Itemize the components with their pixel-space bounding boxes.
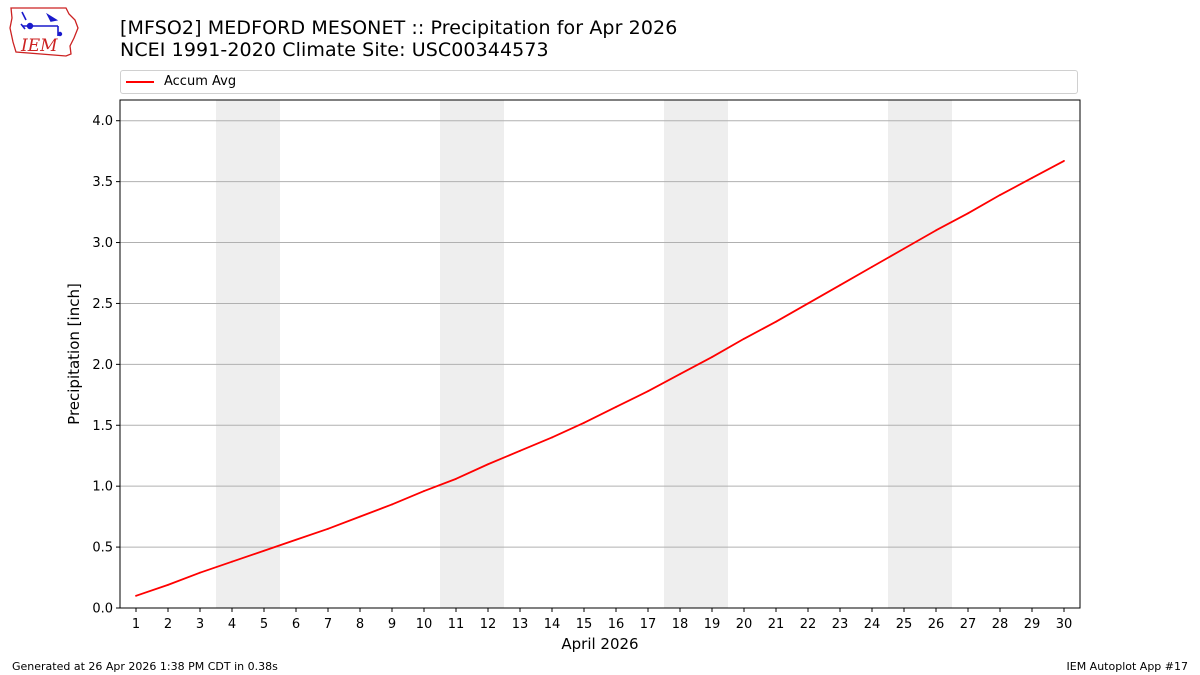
x-tick-label: 13 <box>512 617 529 632</box>
data-point <box>551 436 553 439</box>
data-point <box>935 229 937 232</box>
data-point <box>775 320 777 323</box>
x-tick-label: 16 <box>608 617 625 632</box>
y-tick-label: 2.5 <box>92 297 113 312</box>
weekend-band <box>248 100 280 608</box>
legend: Accum Avg <box>120 70 1078 94</box>
x-tick-label: 29 <box>1024 617 1041 632</box>
weekend-band <box>920 100 952 608</box>
x-tick-label: 10 <box>416 617 433 632</box>
data-point <box>487 463 489 466</box>
y-tick-label: 1.0 <box>92 480 113 495</box>
data-point <box>807 302 809 305</box>
y-tick-label: 0.0 <box>92 602 113 617</box>
x-tick-label: 27 <box>960 617 977 632</box>
data-point <box>583 421 585 424</box>
data-point <box>1031 177 1033 179</box>
y-tick-label: 3.5 <box>92 175 113 190</box>
plot-frame <box>119 99 1081 609</box>
data-point <box>167 583 169 586</box>
data-point <box>455 477 457 480</box>
x-tick-label: 17 <box>640 617 657 632</box>
weekend-band <box>472 100 504 608</box>
x-tick-label: 5 <box>260 617 268 632</box>
data-point <box>967 212 969 215</box>
x-tick-label: 2 <box>164 617 172 632</box>
data-point <box>1063 160 1065 162</box>
data-point <box>615 406 617 408</box>
x-tick-label: 1 <box>132 617 140 632</box>
y-tick-label: 0.5 <box>92 541 113 556</box>
y-axis-label: Precipitation [inch] <box>65 283 83 425</box>
y-tick-label: 2.0 <box>92 358 113 373</box>
x-tick-label: 21 <box>768 617 785 632</box>
x-axis-label: April 2026 <box>561 635 638 653</box>
data-point <box>263 549 265 552</box>
x-tick-label: 8 <box>356 617 364 632</box>
weekend-band <box>664 100 696 608</box>
x-tick-label: 9 <box>388 617 396 632</box>
x-tick-label: 7 <box>324 617 332 632</box>
data-point <box>999 194 1001 196</box>
data-point <box>423 490 425 492</box>
x-tick-label: 15 <box>576 617 593 632</box>
y-tick-label: 1.5 <box>92 419 113 434</box>
iem-logo: IEM <box>9 7 79 57</box>
x-tick-label: 12 <box>480 617 497 632</box>
weather-station-icon <box>20 11 63 37</box>
data-point <box>711 356 713 358</box>
data-point <box>359 515 361 518</box>
x-tick-label: 26 <box>928 617 945 632</box>
series-line-accum-avg <box>135 160 1065 597</box>
x-tick-label: 25 <box>896 617 913 632</box>
data-point <box>743 337 745 340</box>
x-tick-label: 14 <box>544 617 561 632</box>
x-tick-label: 22 <box>800 617 817 632</box>
legend-swatch-accum-avg <box>126 81 154 83</box>
weekend-band <box>216 100 248 608</box>
y-tick-label: 4.0 <box>92 114 113 129</box>
x-tick-label: 24 <box>864 617 881 632</box>
x-tick-label: 23 <box>832 617 849 632</box>
data-point <box>839 284 841 287</box>
data-point <box>871 265 873 268</box>
y-tick-label: 3.0 <box>92 236 113 251</box>
data-point <box>199 571 201 574</box>
data-point <box>135 594 137 597</box>
data-point <box>295 538 297 541</box>
app-credit: IEM Autoplot App #17 <box>1066 660 1189 673</box>
chart-subtitle: NCEI 1991-2020 Climate Site: USC00344573 <box>120 39 549 61</box>
data-point <box>231 560 233 563</box>
x-tick-label: 19 <box>704 617 721 632</box>
x-tick-label: 3 <box>196 617 204 632</box>
data-point <box>391 503 393 506</box>
chart-title: [MFSO2] MEDFORD MESONET :: Precipitation… <box>120 17 678 39</box>
x-tick-label: 11 <box>448 617 465 632</box>
iowa-outline-icon <box>9 7 79 57</box>
data-point <box>647 390 649 393</box>
logo-text: IEM <box>20 36 58 56</box>
data-point <box>519 449 521 452</box>
generated-timestamp: Generated at 26 Apr 2026 1:38 PM CDT in … <box>12 660 278 673</box>
x-tick-label: 20 <box>736 617 753 632</box>
legend-label-accum-avg: Accum Avg <box>164 74 237 89</box>
data-point <box>679 373 681 376</box>
weekend-band <box>888 100 920 608</box>
weekend-band <box>696 100 728 608</box>
x-tick-label: 18 <box>672 617 689 632</box>
data-point <box>327 527 329 530</box>
weekend-band <box>440 100 472 608</box>
x-tick-label: 30 <box>1056 617 1073 632</box>
x-tick-label: 4 <box>228 617 236 632</box>
data-point <box>903 247 905 250</box>
x-tick-label: 6 <box>292 617 300 632</box>
x-tick-label: 28 <box>992 617 1009 632</box>
